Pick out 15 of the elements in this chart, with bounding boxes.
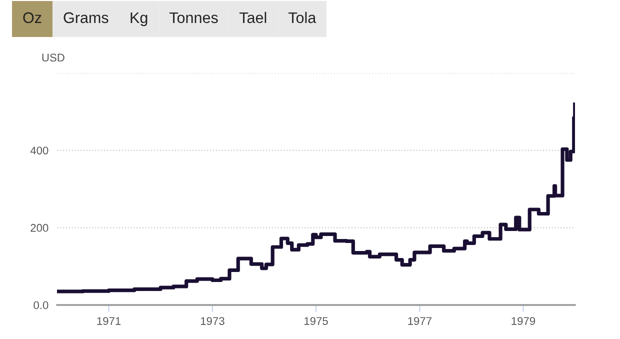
x-tick-label: 1973 [200,317,224,325]
text: Oz [23,12,42,24]
x-tick-label: 1975 [304,317,328,325]
y-tick-label: 0.0 [34,301,48,310]
y-axis-title: USD [42,54,64,62]
text: Tola [288,12,316,24]
x-tick-label: 1971 [97,317,121,325]
y-tick-label: 400 [30,146,48,154]
text: Kg [130,12,148,26]
x-tick-label: 1977 [408,317,432,325]
text: Tael [239,12,266,24]
text: Grams [64,12,108,24]
text: Tonnes [169,12,218,24]
x-tick-label: 1979 [512,317,536,325]
y-tick-label: 200 [30,224,48,232]
